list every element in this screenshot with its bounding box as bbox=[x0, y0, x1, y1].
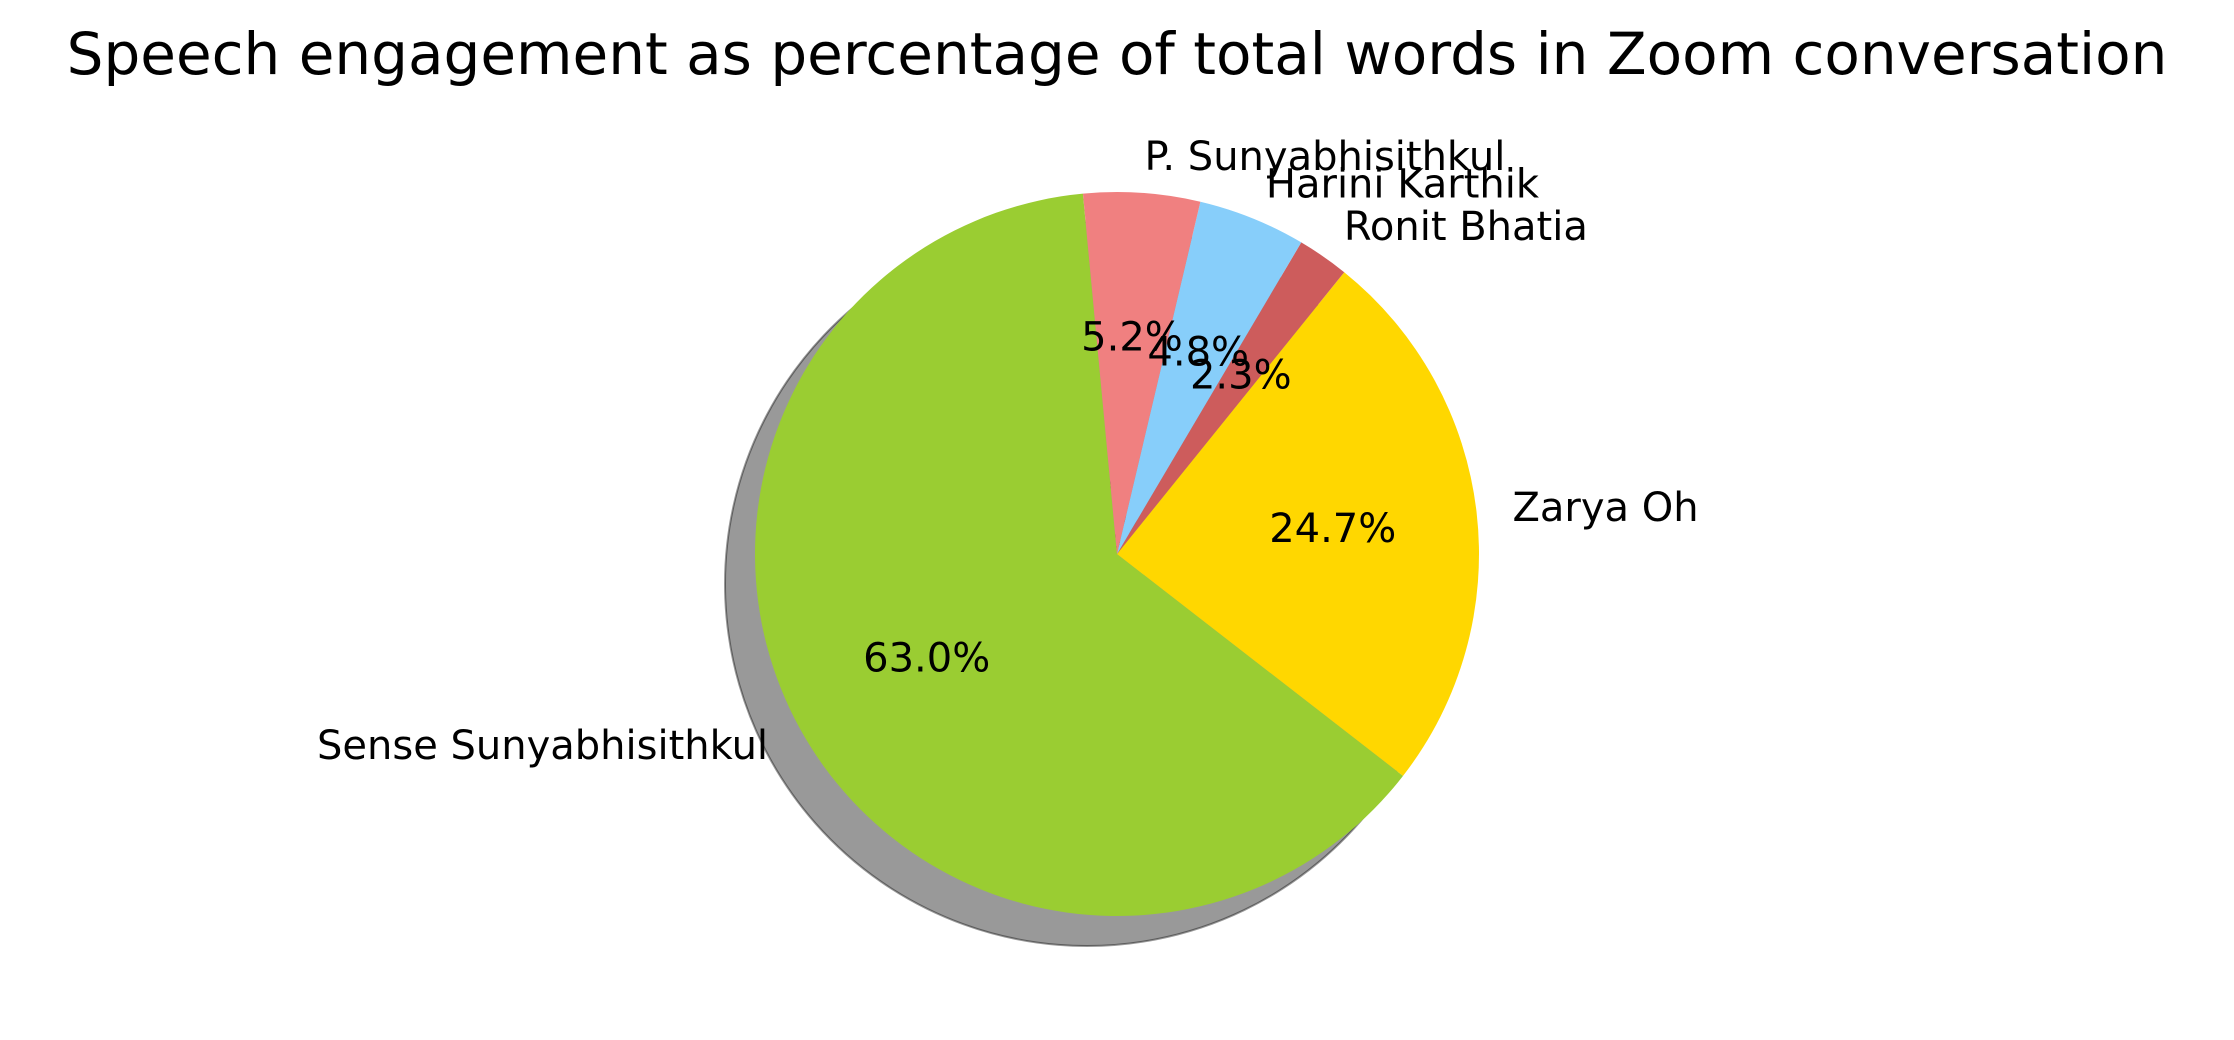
percent-label-harini-karthik: 4.8% bbox=[1147, 330, 1249, 376]
pie-slice-harini-karthik bbox=[1117, 201, 1302, 554]
percent-label-sense-sunyabhisithkul: 63.0% bbox=[863, 636, 990, 682]
percent-label-p-sunyabhisithkul: 5.2% bbox=[1081, 314, 1183, 360]
pie-percent-labels: 63.0% 24.7% 2.3%4.8%5.2% bbox=[863, 314, 1396, 681]
percent-label-zarya-oh: 24.7% bbox=[1269, 506, 1396, 552]
pie-slice-p-sunyabhisithkul bbox=[1082, 191, 1201, 554]
pie-slice-labels: Sense Sunyabhisithkul Zarya Oh Ronit Bhati… bbox=[317, 134, 1699, 769]
pie-slice-zarya-oh bbox=[1117, 272, 1479, 776]
pie-slice-ronit-bhatia bbox=[1117, 242, 1345, 555]
percent-label-ronit-bhatia: 2.3% bbox=[1190, 353, 1292, 399]
slice-label-p-sunyabhisithkul: P. Sunyabhisithkul bbox=[1144, 134, 1505, 180]
pie-slices bbox=[755, 191, 1479, 916]
slice-label-zarya-oh: Zarya Oh bbox=[1513, 485, 1699, 531]
chart-title: Speech engagement as percentage of total… bbox=[67, 20, 2168, 88]
pie-slice-sense-sunyabhisithkul bbox=[755, 193, 1404, 916]
slice-label-sense-sunyabhisithkul: Sense Sunyabhisithkul bbox=[317, 723, 768, 769]
slice-label-ronit-bhatia: Ronit Bhatia bbox=[1344, 204, 1588, 250]
slice-label-harini-karthik: Harini Karthik bbox=[1266, 162, 1540, 208]
